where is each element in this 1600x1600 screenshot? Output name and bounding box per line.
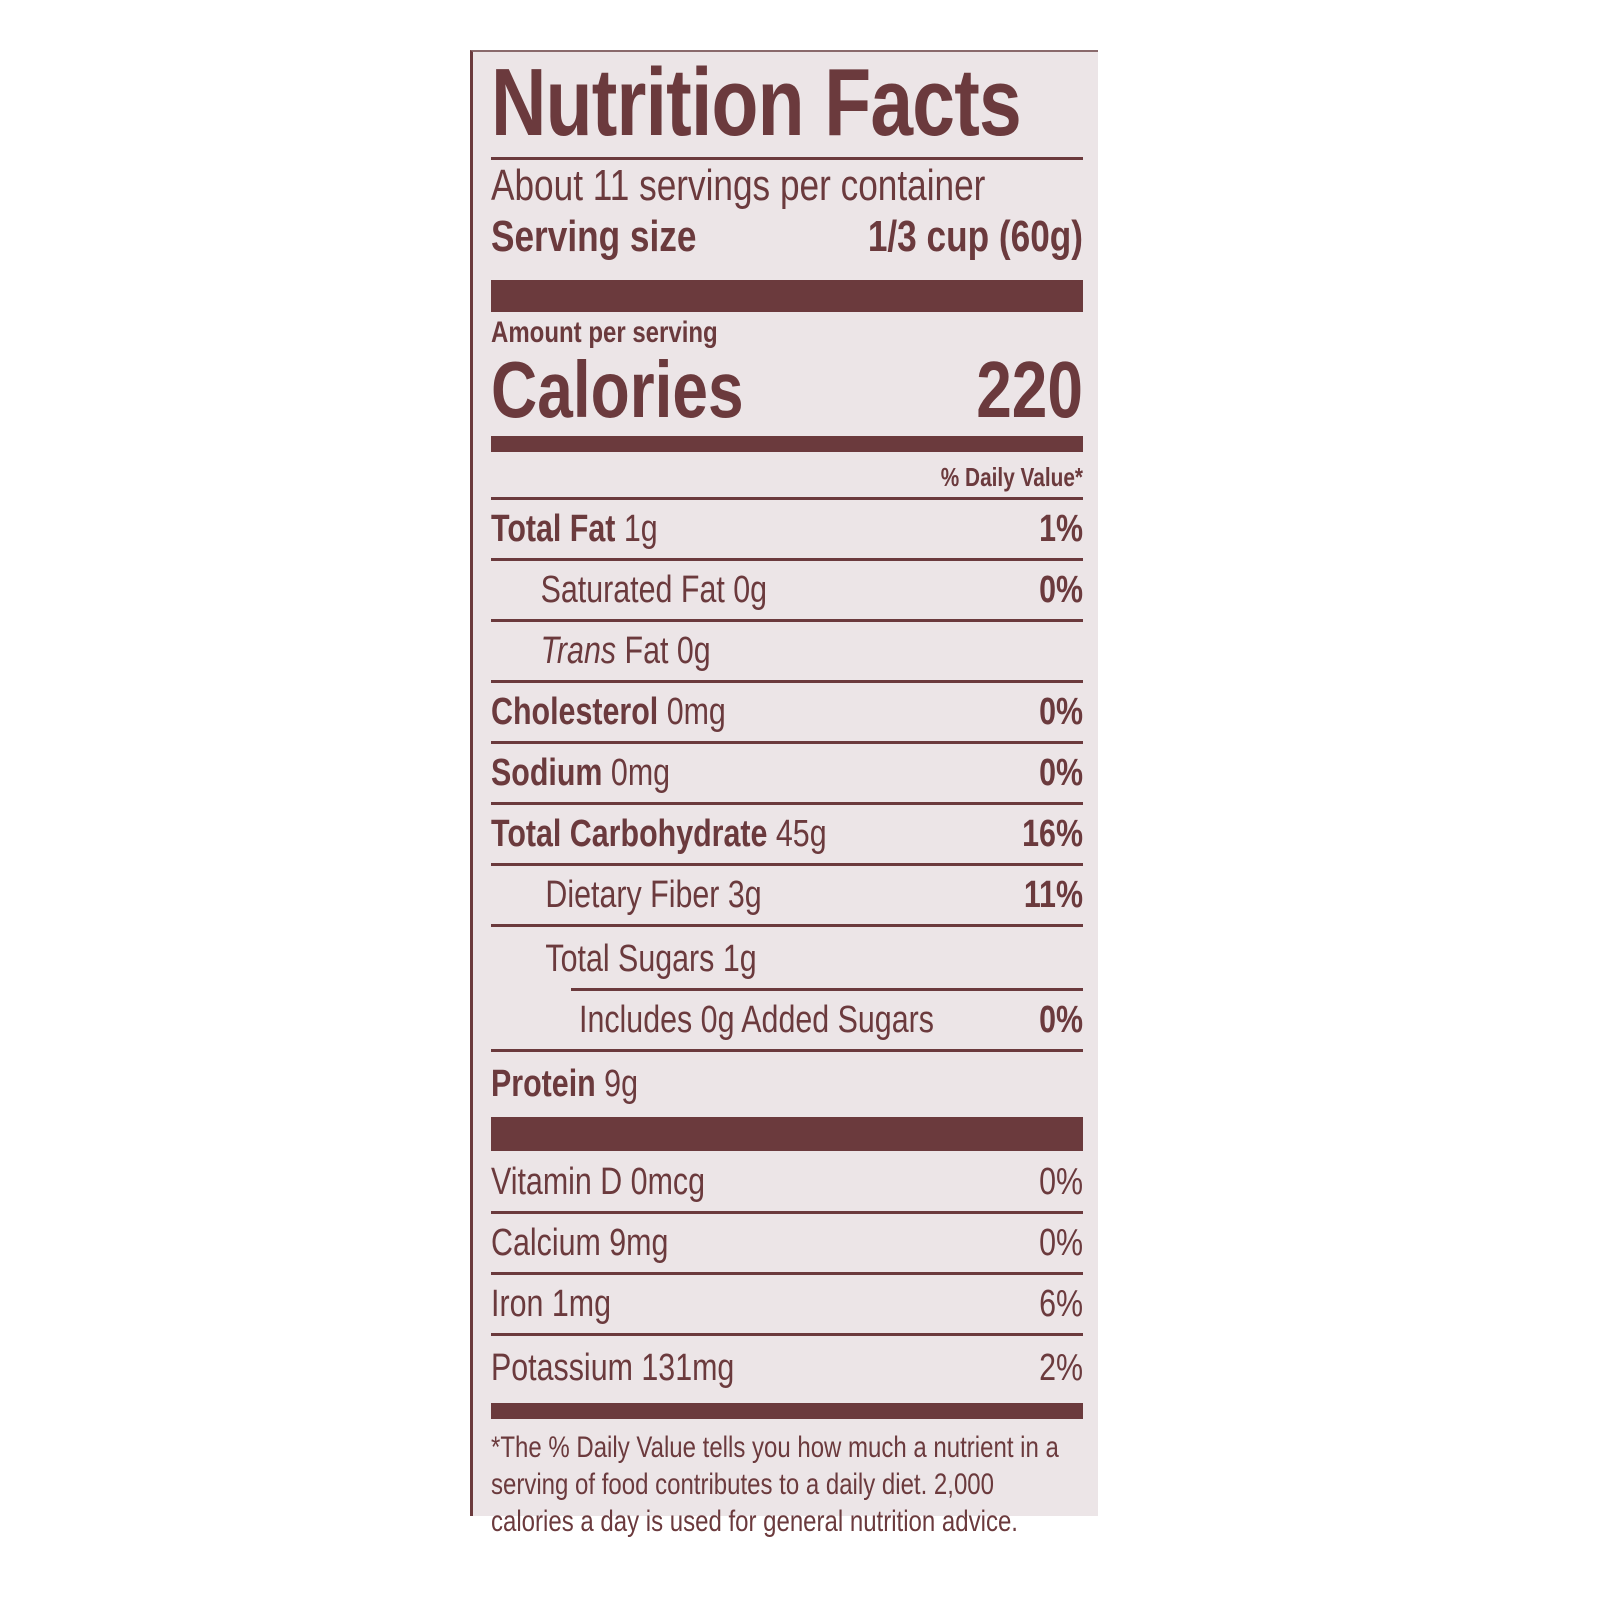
nutrient-row-added-sugars: Includes 0g Added Sugars 0% — [491, 991, 1083, 1052]
nutrient-name: Saturated Fat — [540, 569, 725, 611]
nutrient-name: Includes 0g Added Sugars — [579, 999, 934, 1041]
vitamin-row-calcium: Calcium 9mg 0% — [491, 1214, 1083, 1275]
nutrient-name: Dietary Fiber — [545, 874, 720, 916]
nutrient-name: Total Sugars — [545, 938, 715, 980]
nutrient-row-saturated-fat: Saturated Fat 0g 0% — [491, 561, 1083, 622]
vitamin-dv: 6% — [1039, 1283, 1083, 1325]
nutrient-amount: 0mg — [666, 691, 726, 733]
medium-divider — [491, 436, 1083, 452]
calories-label: Calories — [491, 345, 744, 434]
vitamin-amount: 1mg — [551, 1283, 611, 1325]
daily-value-header: % Daily Value* — [491, 460, 1083, 500]
sugars-divider — [571, 988, 1083, 991]
nutrient-amount: 9g — [604, 1063, 638, 1105]
nutrient-row-protein: Protein 9g — [491, 1052, 1083, 1113]
nutrient-dv: 0% — [1039, 752, 1083, 794]
vitamin-name: Iron — [491, 1283, 544, 1325]
footnote: *The % Daily Value tells you how much a … — [491, 1431, 1059, 1538]
nutrient-row-cholesterol: Cholesterol 0mg 0% — [491, 683, 1083, 744]
vitamin-row-potassium: Potassium 131mg 2% — [491, 1336, 1083, 1397]
medium-divider — [491, 1403, 1083, 1419]
nutrient-amount: 1g — [722, 938, 757, 980]
serving-size-label: Serving size — [491, 212, 697, 261]
thick-divider — [491, 280, 1083, 312]
calories-value: 220 — [976, 345, 1083, 434]
nutrient-amount: 45g — [775, 813, 827, 855]
label-content: Nutrition Facts About 11 servings per co… — [491, 49, 1083, 1540]
nutrient-row-trans-fat: Trans Fat 0g — [491, 622, 1083, 683]
nutrient-dv: 0% — [1039, 999, 1083, 1041]
nutrient-dv: 1% — [1039, 508, 1083, 550]
nutrient-row-total-sugars: Total Sugars 1g — [491, 927, 1083, 988]
vitamin-name: Calcium — [491, 1222, 601, 1264]
nutrient-row-total-carbohydrate: Total Carbohydrate 45g 16% — [491, 805, 1083, 866]
nutrient-row-total-fat: Total Fat 1g 1% — [491, 500, 1083, 561]
serving-size-row: Serving size 1/3 cup (60g) — [491, 212, 1083, 262]
nutrient-dv: 16% — [1022, 813, 1083, 855]
nutrient-amount: 0mg — [610, 752, 671, 794]
vitamin-amount: 131mg — [641, 1347, 735, 1389]
vitamin-name: Potassium — [491, 1347, 633, 1389]
nutrient-row-sodium: Sodium 0mg 0% — [491, 744, 1083, 805]
nutrient-dv: 11% — [1023, 874, 1083, 916]
vitamin-amount: 9mg — [609, 1222, 669, 1264]
nutrient-name: Trans — [540, 630, 617, 672]
amount-per-serving: Amount per serving — [491, 316, 718, 349]
nutrient-amount: 0g — [733, 569, 768, 611]
nutrient-name: Cholesterol — [491, 691, 659, 733]
vitamin-amount: 0mcg — [630, 1161, 706, 1203]
vitamin-row-iron: Iron 1mg 6% — [491, 1275, 1083, 1336]
calories-row: Calories 220 — [491, 350, 1083, 430]
vitamin-row-vitamin-d: Vitamin D 0mcg 0% — [491, 1153, 1083, 1214]
nutrition-facts-label: Nutrition Facts About 11 servings per co… — [470, 49, 1098, 1538]
nutrient-amount: 3g — [727, 874, 762, 916]
nutrient-name: Sodium — [491, 752, 603, 794]
thick-divider — [491, 1117, 1083, 1151]
nutrient-amount: 0g — [676, 630, 711, 672]
servings-per-container: About 11 servings per container — [491, 161, 986, 210]
nutrient-name: Protein — [491, 1063, 596, 1105]
nutrient-dv: 0% — [1039, 691, 1083, 733]
nutrient-name: Total Fat — [491, 508, 616, 550]
label-title: Nutrition Facts — [491, 49, 1083, 160]
nutrient-name: Total Carbohydrate — [491, 813, 768, 855]
vitamin-name: Vitamin D — [491, 1161, 623, 1203]
vitamin-dv: 2% — [1039, 1347, 1083, 1389]
nutrient-amount: 1g — [623, 508, 658, 550]
serving-size-value: 1/3 cup (60g) — [867, 212, 1083, 261]
nutrient-dv: 0% — [1039, 569, 1083, 611]
vitamin-dv: 0% — [1039, 1222, 1083, 1264]
nutrient-row-dietary-fiber: Dietary Fiber 3g 11% — [491, 866, 1083, 927]
nutrient-name-suffix: Fat — [624, 630, 669, 672]
vitamin-dv: 0% — [1039, 1161, 1083, 1203]
